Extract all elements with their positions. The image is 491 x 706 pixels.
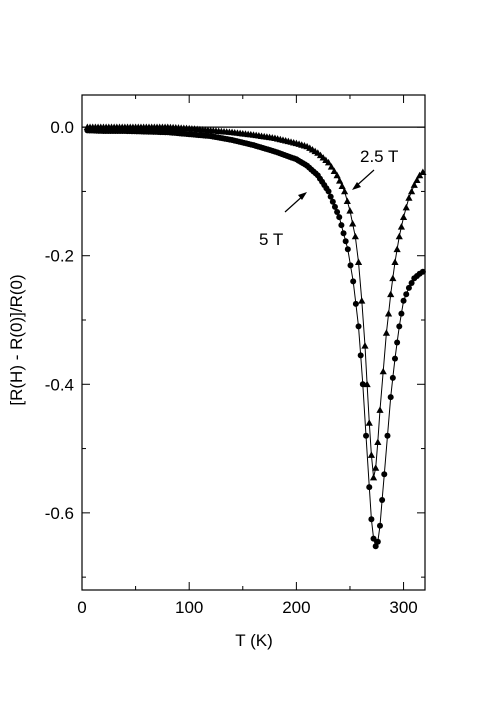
data-point — [351, 232, 359, 240]
data-point — [344, 246, 351, 253]
data-point — [396, 323, 403, 330]
arrowhead-2-5T — [352, 182, 361, 190]
data-point — [384, 432, 391, 439]
data-point — [400, 297, 407, 304]
series-line — [87, 126, 424, 478]
data-point — [419, 268, 426, 275]
x-axis-label: T (K) — [235, 631, 272, 650]
data-series — [83, 123, 427, 550]
data-point — [398, 310, 405, 317]
data-point — [408, 187, 416, 195]
data-point — [408, 280, 415, 287]
data-point — [387, 394, 394, 401]
data-point — [341, 187, 349, 195]
x-tick-label: 0 — [77, 598, 86, 617]
data-point — [399, 213, 408, 221]
annotations: 2.5 T 5 T — [259, 147, 398, 249]
data-point — [349, 219, 357, 227]
data-point — [324, 158, 333, 166]
data-point — [391, 258, 399, 266]
label-2-5T: 2.5 T — [360, 147, 398, 166]
data-point — [358, 297, 366, 304]
data-point — [369, 473, 378, 481]
data-point — [336, 177, 344, 184]
data-point — [372, 464, 380, 471]
data-point — [374, 538, 381, 545]
data-point — [366, 484, 373, 491]
data-point — [347, 262, 354, 269]
label-5T: 5 T — [259, 230, 283, 249]
data-point — [346, 207, 354, 214]
data-point — [376, 522, 383, 529]
data-point — [354, 258, 363, 266]
series-circle — [84, 127, 426, 550]
data-point — [413, 176, 421, 184]
data-point — [361, 342, 369, 349]
y-axis-label: [R(H) - R(0)]/R(0) — [7, 274, 26, 405]
y-tick-label: -0.4 — [45, 375, 74, 394]
data-point — [374, 438, 382, 446]
data-point — [365, 419, 373, 426]
data-point — [340, 230, 347, 237]
data-point — [372, 543, 379, 550]
data-point — [405, 194, 413, 201]
data-point — [397, 223, 406, 230]
data-point — [333, 171, 341, 179]
x-tick-label: 300 — [389, 598, 417, 617]
data-point — [389, 374, 396, 381]
data-point — [338, 182, 346, 189]
y-tick-label: 0.0 — [50, 118, 74, 137]
data-point — [402, 203, 410, 211]
data-point — [394, 339, 401, 346]
arrowhead-5T — [298, 192, 307, 200]
data-point — [359, 381, 366, 388]
data-point — [331, 203, 338, 210]
data-point — [384, 309, 393, 317]
data-point — [382, 329, 391, 336]
data-point — [403, 291, 410, 298]
data-point — [381, 471, 388, 478]
data-point — [329, 198, 336, 205]
data-point — [395, 232, 403, 240]
data-point — [325, 188, 332, 195]
series-line — [87, 129, 424, 548]
data-point — [342, 238, 349, 245]
data-point — [367, 451, 376, 458]
plot-frame — [81, 94, 426, 591]
data-point — [327, 193, 334, 200]
data-point — [419, 168, 427, 176]
data-point — [363, 432, 370, 439]
data-point — [379, 367, 387, 375]
plot-border — [81, 94, 426, 591]
data-point — [336, 214, 343, 221]
data-point — [352, 300, 359, 307]
data-point — [355, 323, 362, 330]
y-tick-label: -0.6 — [45, 504, 74, 523]
series-triangle — [83, 123, 427, 481]
data-point — [391, 355, 398, 362]
x-tick-label: 200 — [282, 598, 310, 617]
data-point — [376, 406, 384, 413]
data-point — [350, 278, 357, 285]
data-point — [338, 222, 345, 229]
data-point — [368, 516, 375, 523]
y-tick-label: -0.2 — [45, 247, 74, 266]
data-point — [387, 290, 395, 298]
data-point — [410, 181, 418, 188]
data-point — [357, 352, 364, 359]
data-point — [405, 284, 412, 291]
data-point — [334, 209, 341, 215]
data-point — [370, 535, 377, 542]
data-point — [330, 167, 338, 174]
data-point — [343, 197, 351, 204]
data-point — [389, 274, 397, 282]
x-tick-label: 100 — [175, 598, 203, 617]
data-point — [393, 245, 401, 253]
data-point — [327, 163, 335, 170]
axis-ticks: 0 100 200 300 0.0 -0.2 -0.4 -0.6 — [45, 95, 425, 617]
data-point — [379, 497, 386, 503]
